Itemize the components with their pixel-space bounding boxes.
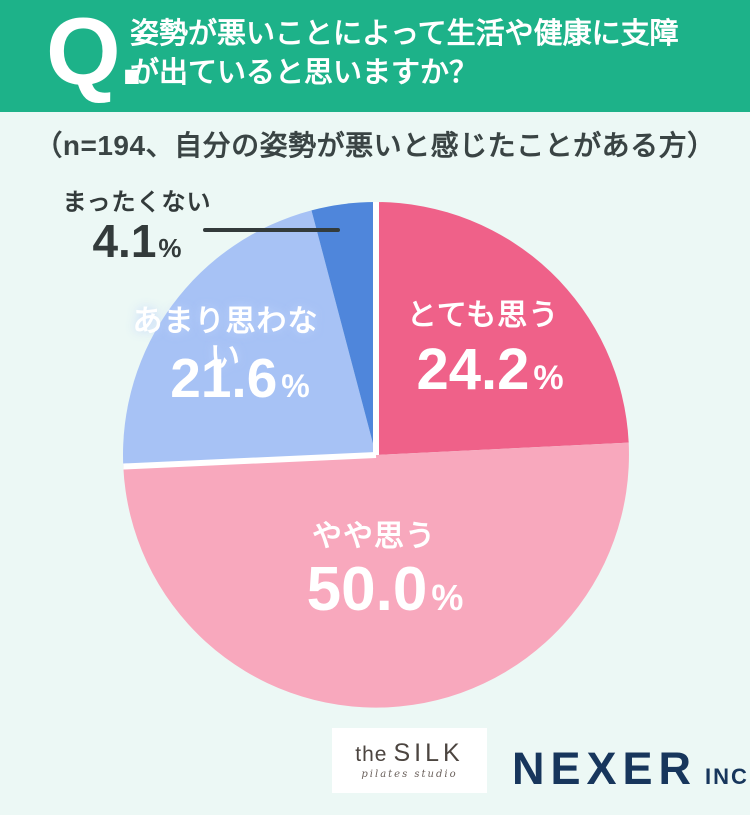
segment-percent-number: 21.6 (170, 347, 278, 409)
silk-logo-silk: SILK (393, 739, 464, 767)
segment-label-mattaku-nai: まったくない 4.1% (57, 182, 217, 265)
segment-percent-number: 50.0 (306, 555, 428, 624)
q-mark: Q. (46, 0, 145, 105)
segment-label-text: まったくない (62, 189, 212, 216)
percent-sign: % (158, 233, 182, 263)
segment-value-amari-omowanai: 21.6% (125, 348, 355, 409)
question-header: Q. 姿勢が悪いことによって生活や健康に支障 が出ていると思いますか？ (0, 0, 750, 112)
nexer-logo: NEXER INC. (512, 743, 750, 795)
pie-segment-3 (311, 202, 376, 455)
nexer-logo-name: NEXER (512, 743, 698, 794)
segment-label-amari-omowanai: あまり思わない (132, 305, 319, 374)
sample-note: （n=194、自分の姿勢が悪いと感じたことがある方） (34, 130, 716, 161)
segment-percent-number: 4.1 (92, 215, 157, 267)
percent-sign: % (431, 577, 464, 618)
segment-value-mattaku-nai: 4.1% (57, 217, 217, 265)
percent-sign: % (281, 368, 310, 404)
segment-value-totemo-omou: 24.2% (375, 338, 605, 402)
question-text: 姿勢が悪いことによって生活や健康に支障 が出ていると思いますか？ (130, 15, 679, 93)
segment-label-totemo-omou: とても思う (406, 299, 560, 332)
pie-segment-1 (123, 442, 629, 708)
pie-segment-0 (376, 202, 629, 455)
silk-logo-the: the (355, 743, 388, 766)
pie-segment-2 (122, 210, 376, 467)
segment-separator (123, 452, 377, 470)
silk-logo-tagline: pilates studio (361, 769, 458, 780)
the-silk-logo-text: the SILK (332, 739, 487, 768)
percent-sign: % (533, 359, 564, 397)
leader-line (203, 228, 340, 232)
segment-label-yaya-omou: やや思う (312, 520, 436, 553)
nexer-logo-suffix: INC. (705, 764, 750, 789)
the-silk-logo: the SILK pilates studio (332, 728, 487, 793)
question-line-2: が出ていると思いますか？ (130, 57, 479, 89)
segment-percent-number: 24.2 (416, 337, 530, 402)
segment-value-yaya-omou: 50.0% (270, 555, 500, 624)
question-line-1: 姿勢が悪いことによって生活や健康に支障 (130, 18, 679, 50)
